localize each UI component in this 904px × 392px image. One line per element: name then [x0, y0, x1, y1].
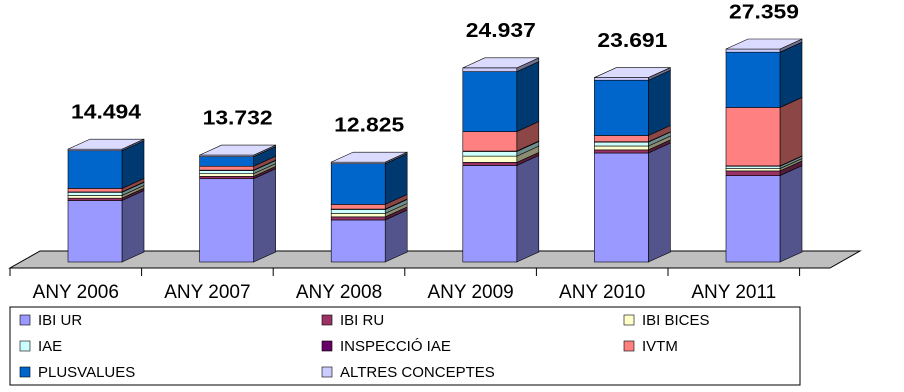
bar-segment	[726, 166, 780, 168]
total-label: 23.691	[597, 30, 667, 52]
bar-segment	[594, 146, 648, 150]
legend-swatch	[322, 315, 332, 325]
x-tick-label: ANY 2009	[427, 282, 513, 303]
legend-swatch	[322, 367, 332, 377]
bar-side	[122, 190, 144, 262]
legend-swatch	[624, 341, 634, 351]
bar-segment	[331, 204, 385, 209]
bar-segment	[594, 153, 648, 262]
bar-side	[780, 97, 802, 165]
legend-swatch	[20, 341, 30, 351]
total-label: 14.494	[71, 101, 142, 123]
bar-side	[517, 155, 539, 262]
bar-segment	[594, 135, 648, 141]
bar-side	[648, 143, 670, 262]
bar-segment	[726, 171, 780, 176]
legend-label: IBI UR	[38, 312, 82, 329]
bar-side	[648, 70, 670, 135]
bar-segment	[68, 195, 122, 198]
legend-swatch	[624, 315, 634, 325]
legend-swatch	[322, 341, 332, 351]
bar-segment	[200, 174, 254, 177]
legend-swatch	[20, 315, 30, 325]
legend-label: ALTRES CONCEPTES	[340, 364, 495, 381]
bar-segment	[463, 151, 517, 156]
legend-label: IBI BICES	[642, 312, 710, 329]
total-label: 24.937	[466, 20, 536, 42]
legend-label: PLUSVALUES	[38, 364, 135, 381]
total-label: 13.732	[203, 107, 273, 129]
bar-segment	[463, 165, 517, 262]
bar-segment	[68, 200, 122, 262]
bar-segment	[331, 217, 385, 220]
bar-segment	[726, 169, 780, 171]
bar-segment	[726, 176, 780, 262]
bar-segment	[68, 198, 122, 200]
bar-segment	[331, 209, 385, 213]
bar-segment	[594, 78, 648, 81]
bar-segment	[200, 166, 254, 170]
bar-segment	[200, 171, 254, 174]
legend-label: IAE	[38, 338, 62, 355]
bar-segment	[726, 49, 780, 52]
bar-side	[517, 62, 539, 132]
bar-side	[254, 169, 276, 262]
bar-segment	[726, 107, 780, 165]
bar-segment	[463, 132, 517, 151]
bar-segment	[463, 68, 517, 72]
bar-segment	[68, 188, 122, 192]
bar-segment	[463, 156, 517, 162]
x-tick-label: ANY 2007	[164, 282, 250, 303]
bar-segment	[331, 220, 385, 262]
bar-segment	[200, 176, 254, 178]
bar-side	[780, 166, 802, 262]
legend-swatch	[20, 367, 30, 377]
bar-segment	[594, 80, 648, 135]
bar-side	[780, 42, 802, 107]
bar-segment	[200, 157, 254, 167]
bar-segment	[331, 213, 385, 217]
legend-label: IVTM	[642, 338, 678, 355]
bar-segment	[68, 192, 122, 195]
total-label: 12.825	[334, 114, 404, 136]
legend-label: INSPECCIÓ IAE	[340, 338, 451, 355]
bar-segment	[463, 72, 517, 132]
x-tick-label: ANY 2010	[559, 282, 645, 303]
x-tick-label: ANY 2006	[33, 282, 119, 303]
legend-label: IBI RU	[340, 312, 384, 329]
bar-segment	[200, 179, 254, 262]
bar-segment	[594, 150, 648, 153]
x-tick-label: ANY 2008	[296, 282, 382, 303]
bar-segment	[331, 164, 385, 205]
bar-segment	[68, 151, 122, 189]
bar-segment	[463, 162, 517, 165]
bar-segment	[726, 52, 780, 107]
x-tick-label: ANY 2011	[691, 282, 776, 303]
bar-segment	[594, 142, 648, 146]
total-label: 27.359	[729, 1, 799, 23]
